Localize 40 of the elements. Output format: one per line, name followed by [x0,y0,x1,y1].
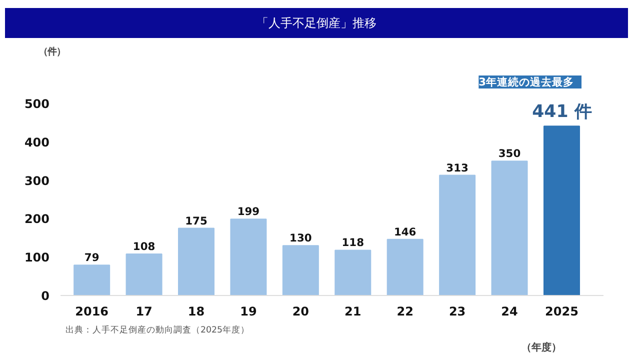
y-tick-label: 100 [24,250,50,265]
x-tick-label: 17 [136,304,152,318]
data-label: 130 [290,232,312,245]
x-axis-title: （年度） [522,342,562,354]
source-note: 出典：人手不足倒産の動向調査（2025年度） [66,324,250,336]
y-axis-title: （件） [38,46,66,58]
bar [230,218,267,296]
x-tick-label: 2016 [75,304,109,318]
data-label: 350 [498,147,521,160]
y-tick-label: 500 [24,97,50,111]
bar [543,126,580,296]
data-label: 79 [84,251,100,264]
y-tick-label: 300 [24,174,50,188]
text: 3年連続の過去最多 [478,76,574,88]
y-tick-label: 400 [24,135,50,150]
x-tick-label: 23 [448,304,466,318]
data-label: 199 [237,205,260,218]
bar [334,250,372,296]
x-tick-label: 18 [188,304,205,318]
x-tick-label: 21 [344,304,362,318]
bar [178,228,214,296]
data-label: 175 [185,214,208,228]
chart-title: 「人手不足倒産」推移 [256,15,376,32]
data-label: 313 [446,161,468,174]
bar [74,264,110,296]
bar [386,238,424,296]
bar [491,160,528,296]
x-tick-label: 20 [292,304,310,318]
x-tick-label: 19 [240,304,257,318]
bar [126,254,162,296]
y-tick-label: 200 [24,212,50,226]
bar [439,174,476,296]
x-tick-label: 2025 [545,304,578,318]
y-tick-label: 0 [41,289,50,303]
bar [282,245,319,296]
x-tick-label: 24 [501,304,518,318]
data-label: 118 [342,236,364,250]
x-tick-label: 22 [396,304,414,318]
data-label: 146 [394,225,416,238]
data-label: 108 [132,240,156,254]
